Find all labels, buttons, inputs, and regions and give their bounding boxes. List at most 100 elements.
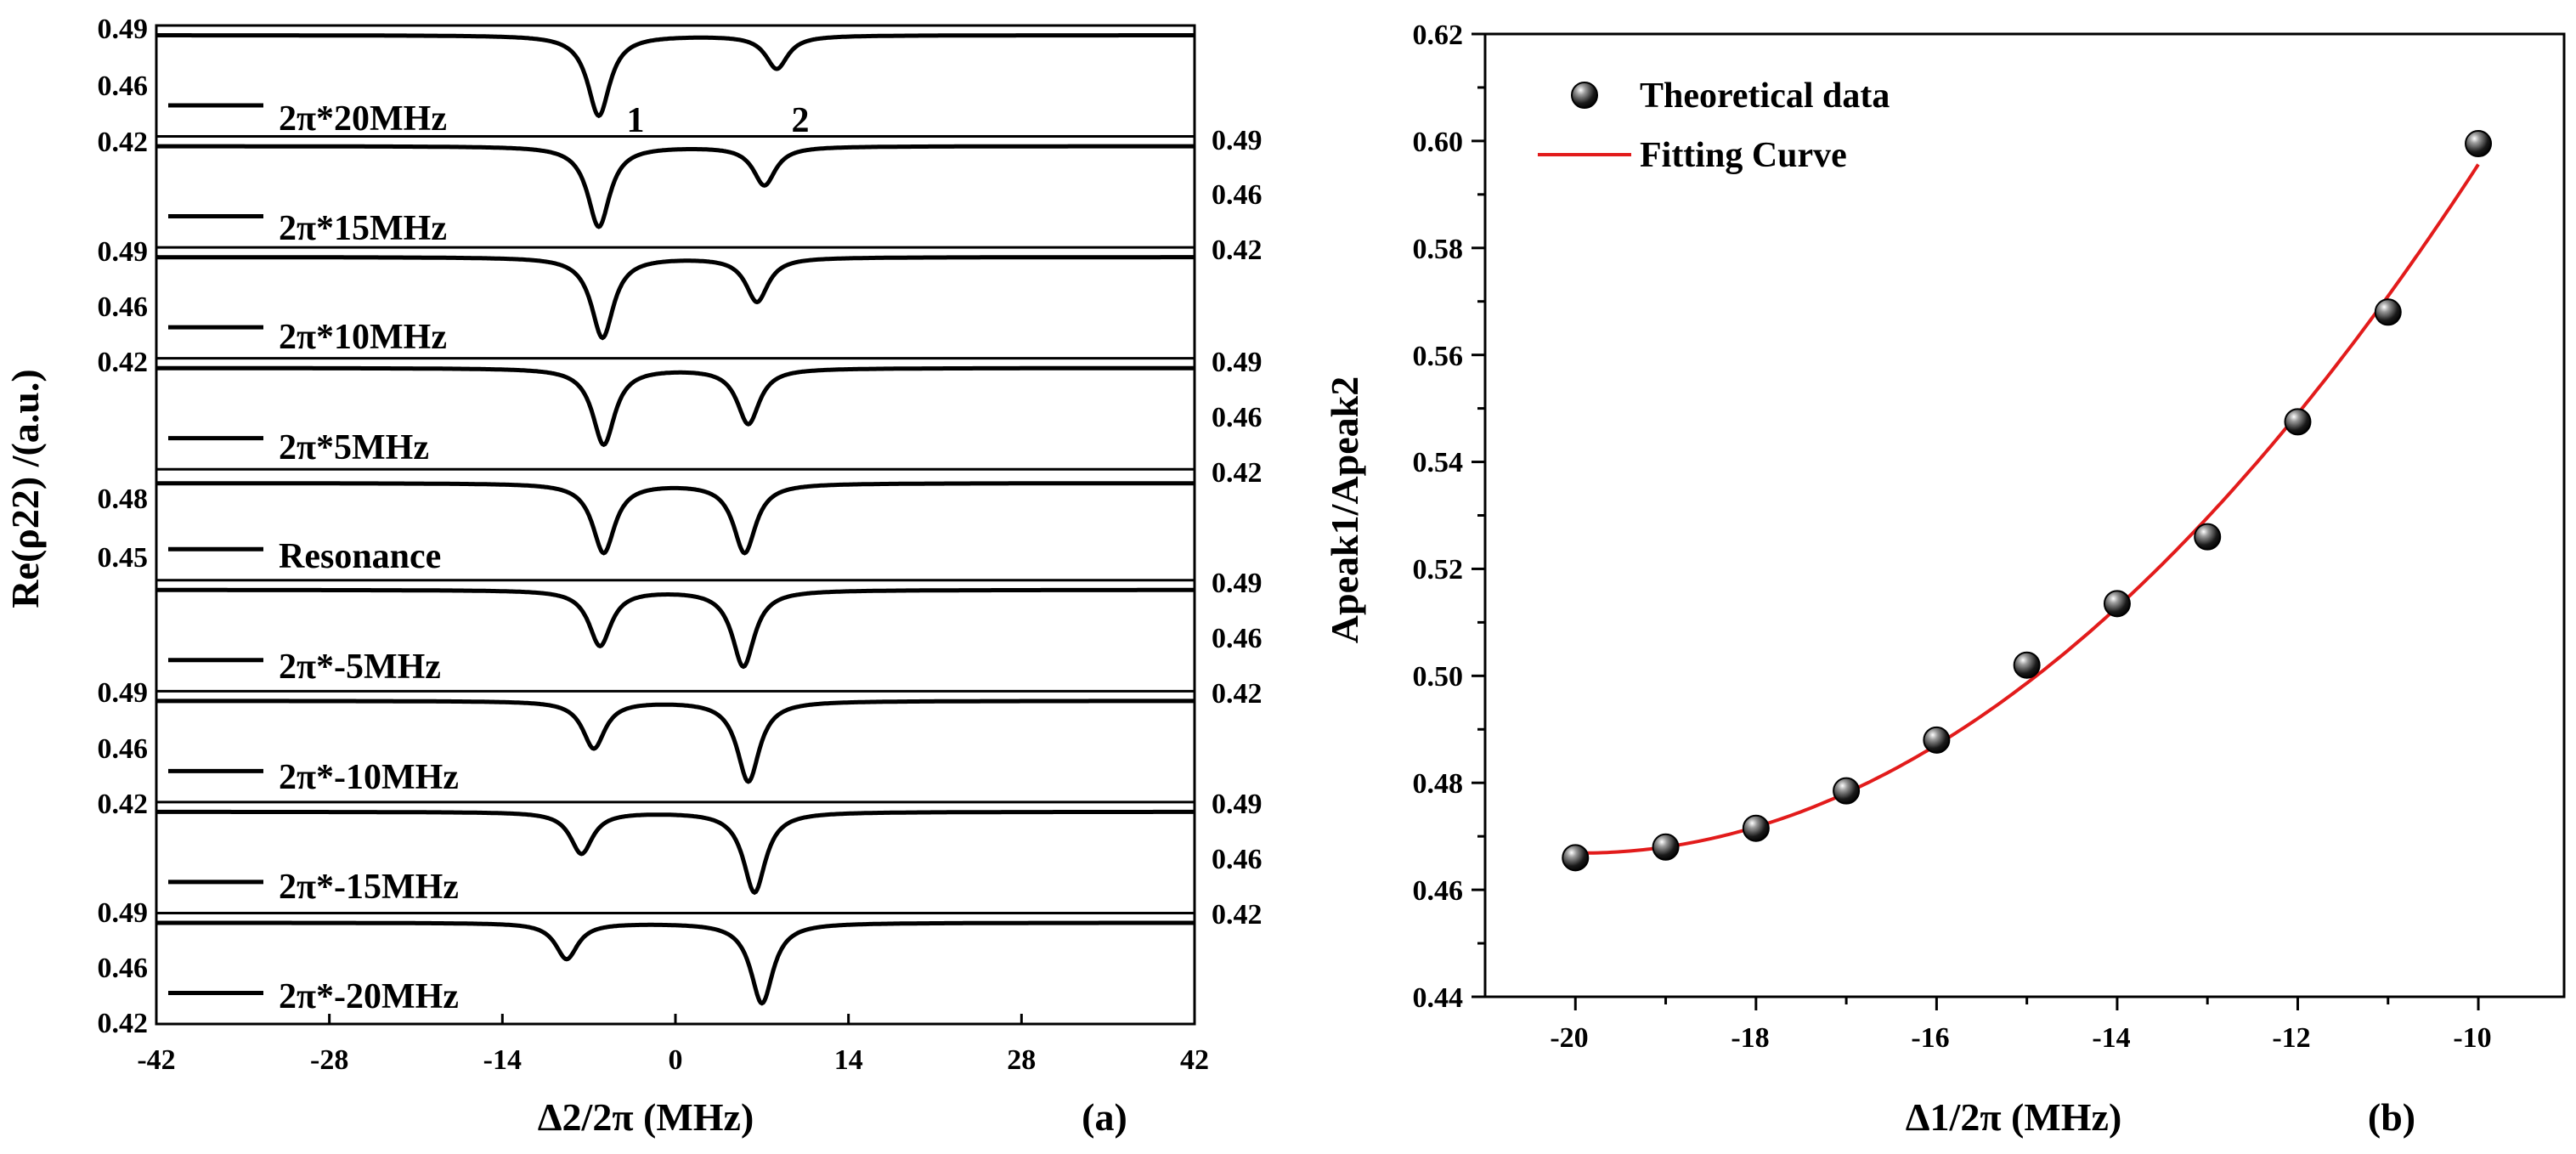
trace-line	[156, 365, 1195, 448]
data-point	[1562, 844, 1590, 872]
strip-label: 2π*15MHz	[279, 209, 447, 248]
panel-a-traces	[155, 33, 1196, 1024]
panel-b-tick-marks	[1472, 32, 2480, 1010]
a-x-axis-label: Δ2/2π (MHz)	[538, 1095, 754, 1139]
panel-a-label: (a)	[1082, 1095, 1127, 1139]
trace-line	[156, 920, 1195, 1006]
b-ytick-label: 0.50	[1413, 661, 1464, 693]
strip-label: 2π*10MHz	[279, 318, 447, 357]
a-ytick-label: 0.48	[98, 484, 149, 515]
data-point	[1833, 777, 1861, 805]
a-ytick-label: 0.42	[98, 1008, 149, 1039]
panel-a: -42 -28 -14 0 14 28 42 Δ2/2π (MHz) Re(ρ2…	[3, 14, 1263, 1139]
strip-label: 2π*20MHz	[279, 99, 447, 139]
panel-b-y-tick-labels: 0.44 0.46 0.48 0.50 0.52 0.54 0.56 0.58 …	[1413, 20, 1464, 1014]
b-ytick-label: 0.48	[1413, 768, 1464, 800]
b-x-axis-label: Δ1/2π (MHz)	[1906, 1095, 2122, 1139]
b-y-axis-label: Apeak1/Apeak2	[1323, 376, 1366, 643]
strip-label: 2π*-15MHz	[279, 868, 459, 907]
data-point	[2013, 651, 2041, 679]
a-ytick-label: 0.49	[1212, 125, 1263, 156]
b-xtick-label: -10	[2453, 1022, 2491, 1054]
a-xtick-label: 28	[1007, 1044, 1036, 1076]
data-point	[1923, 726, 1951, 754]
a-ytick-label: 0.46	[98, 733, 149, 765]
b-ytick-label: 0.44	[1413, 982, 1464, 1014]
a-xtick-label: 14	[834, 1044, 863, 1076]
panel-b-frame	[1483, 32, 2566, 998]
panel-b: 0.44 0.46 0.48 0.50 0.52 0.54 0.56 0.58 …	[1323, 20, 2566, 1139]
b-xtick-label: -16	[1911, 1022, 1949, 1054]
a-ytick-label: 0.49	[1212, 568, 1263, 599]
legend: Theoretical data Fitting Curve	[1538, 76, 1890, 175]
a-xtick-label: -14	[483, 1044, 522, 1076]
a-ytick-label: 0.46	[98, 953, 149, 984]
panel-a-strip-labels: 2π*20MHz 2π*15MHz 2π*10MHz 2π*5MHz Reson…	[279, 99, 459, 1016]
b-xtick-label: -18	[1731, 1022, 1769, 1054]
a-xtick-label: 42	[1180, 1044, 1209, 1076]
a-ytick-label: 0.45	[98, 542, 149, 574]
peak-1-label: 1	[627, 101, 645, 140]
theoretical-data-points	[1562, 130, 2493, 872]
a-ytick-label: 0.49	[98, 14, 149, 45]
a-ytick-label: 0.49	[1212, 789, 1263, 820]
b-ytick-label: 0.46	[1413, 875, 1464, 907]
data-point	[2465, 130, 2493, 158]
a-ytick-label: 0.49	[98, 897, 149, 929]
a-xtick-label: 0	[669, 1044, 683, 1076]
peak-2-label: 2	[792, 101, 810, 140]
strip-label: 2π*-20MHz	[279, 977, 459, 1016]
strip-label: 2π*5MHz	[279, 428, 429, 467]
trace-line	[156, 144, 1195, 229]
strip-label: Resonance	[279, 537, 441, 576]
a-ytick-label: 0.46	[1212, 179, 1263, 211]
strip-label: 2π*-10MHz	[279, 758, 459, 797]
data-point	[2194, 523, 2222, 551]
a-ytick-label: 0.42	[98, 127, 149, 158]
data-point	[2284, 408, 2312, 436]
b-ytick-label: 0.52	[1413, 554, 1464, 585]
panel-b-label: (b)	[2368, 1095, 2415, 1139]
b-ytick-label: 0.62	[1413, 20, 1464, 51]
a-ytick-label: 0.49	[98, 677, 149, 709]
a-ytick-label: 0.46	[1212, 844, 1263, 875]
legend-label-theoretical: Theoretical data	[1640, 76, 1890, 116]
trace-line	[156, 33, 1195, 119]
panel-b-x-tick-labels: -20 -18 -16 -14 -12 -10	[1550, 1022, 2491, 1054]
a-ytick-label: 0.46	[98, 291, 149, 323]
data-point	[2103, 590, 2131, 618]
a-ytick-label: 0.49	[98, 236, 149, 268]
trace-line	[156, 255, 1195, 341]
trace-line	[156, 587, 1195, 670]
data-point	[1742, 814, 1770, 842]
a-xtick-label: -28	[310, 1044, 348, 1076]
a-ytick-label: 0.42	[1212, 235, 1263, 266]
a-ytick-label: 0.46	[1212, 402, 1263, 433]
legend-label-fit: Fitting Curve	[1640, 136, 1847, 175]
a-ytick-label: 0.42	[1212, 457, 1263, 489]
a-ytick-label: 0.42	[1212, 899, 1263, 931]
a-ytick-label: 0.42	[1212, 678, 1263, 710]
trace-line	[156, 481, 1195, 556]
b-ytick-label: 0.60	[1413, 127, 1464, 158]
a-y-axis-label: Re(ρ22) /(a.u.)	[3, 369, 47, 608]
trace-line	[156, 699, 1195, 784]
trace-line	[156, 809, 1195, 896]
a-ytick-label: 0.46	[1212, 623, 1263, 654]
b-xtick-label: -14	[2092, 1022, 2130, 1054]
fitting-curve	[1575, 163, 2480, 855]
a-ytick-label: 0.42	[98, 789, 149, 820]
data-point	[2374, 298, 2402, 326]
strip-label: 2π*-5MHz	[279, 648, 441, 687]
panel-a-frame	[155, 24, 1196, 1026]
a-ytick-label: 0.49	[1212, 347, 1263, 378]
data-point	[1652, 833, 1680, 861]
panel-a-right-ticks: 0.49 0.46 0.42 0.49 0.46 0.42 0.49 0.46 …	[1212, 125, 1263, 931]
a-ytick-label: 0.46	[98, 71, 149, 102]
panel-a-x-ticks: -42 -28 -14 0 14 28 42	[137, 1044, 1209, 1076]
b-ytick-label: 0.56	[1413, 341, 1464, 372]
b-ytick-label: 0.54	[1413, 447, 1464, 478]
panel-a-left-ticks: 0.49 0.46 0.42 0.49 0.46 0.42 0.48 0.45 …	[98, 14, 149, 1039]
b-xtick-label: -20	[1550, 1022, 1588, 1054]
